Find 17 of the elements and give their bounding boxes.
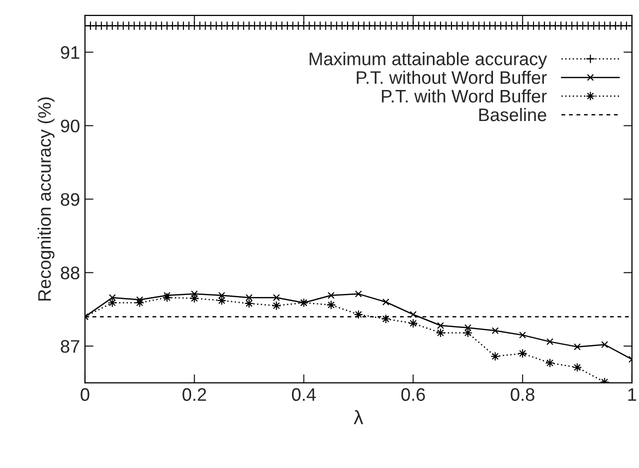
y-tick-label: 88: [60, 266, 80, 280]
legend-label: Maximum attainable accuracy: [310, 52, 548, 69]
x-tick-label: 0.8: [510, 388, 534, 401]
y-axis-title: Recognition accuracy (%): [38, 97, 54, 301]
x-tick-label: 0.4: [292, 388, 316, 401]
x-tick-label: 0.6: [401, 388, 425, 401]
x-axis-title: λ: [354, 410, 364, 424]
legend-label: Baseline: [479, 108, 546, 122]
y-tick-label: 89: [60, 193, 80, 206]
legend-label: P.T. without Word Buffer: [356, 70, 547, 84]
legend-label: P.T. with Word Buffer: [382, 89, 547, 103]
x-tick-label: 1: [628, 388, 636, 401]
y-tick-label: 87: [60, 340, 80, 353]
x-tick-label: 0: [80, 388, 90, 401]
y-tick-label: 91: [60, 46, 80, 59]
x-tick-label: 0.2: [182, 388, 206, 401]
y-tick-label: 90: [60, 120, 80, 132]
